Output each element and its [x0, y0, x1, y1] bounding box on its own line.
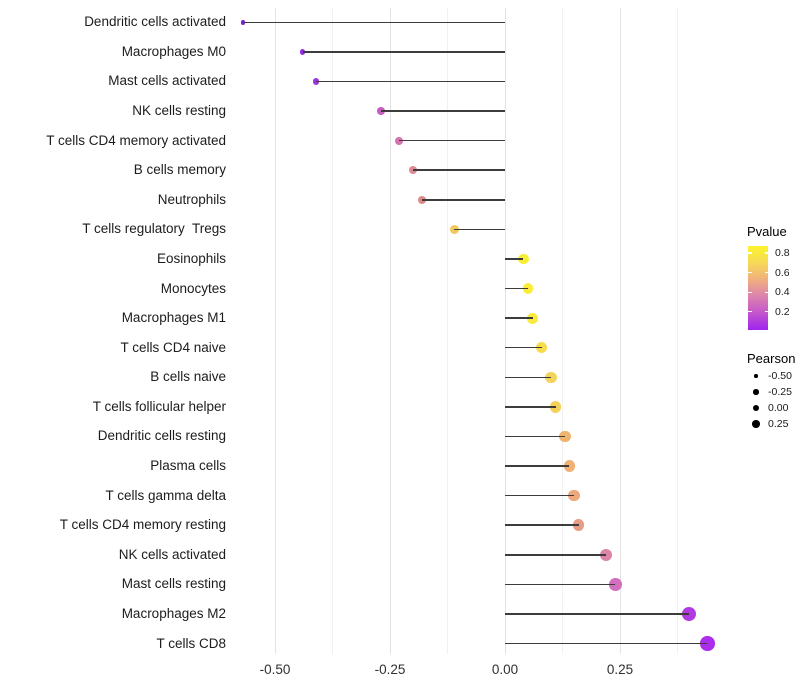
category-label: Macrophages M1 — [121, 310, 226, 326]
category-label: T cells CD8 — [156, 635, 226, 651]
category-label: T cells regulatory Tregs — [82, 221, 226, 237]
gridline-major — [504, 8, 506, 654]
category-label: Eosinophils — [156, 250, 226, 266]
x-tick-label: -0.50 — [259, 662, 291, 677]
colorbar-tick — [764, 272, 768, 274]
lollipop-stem — [505, 287, 528, 290]
x-tick-label: 0.00 — [491, 662, 519, 677]
lollipop-stem — [316, 80, 505, 83]
colorbar-tick — [748, 311, 752, 313]
category-label: Macrophages M0 — [121, 43, 226, 59]
lollipop-stem — [505, 583, 616, 586]
pearson-size-label: 0.00 — [768, 402, 789, 414]
category-label: NK cells resting — [132, 103, 226, 119]
lollipop-stem — [505, 258, 524, 260]
lollipop-dot — [408, 166, 418, 175]
lollipop-dot — [563, 460, 576, 472]
gridline-major — [619, 8, 621, 654]
category-label: Macrophages M2 — [121, 606, 226, 621]
gridline-minor — [677, 8, 678, 654]
x-tick-label: -0.25 — [374, 662, 406, 677]
category-label: Dendritic cells activated — [84, 14, 226, 30]
lollipop-dot — [536, 342, 548, 354]
lollipop-stem — [505, 613, 689, 615]
lollipop-stem — [399, 139, 505, 142]
lollipop-dot — [559, 430, 571, 443]
pvalue-tick-label: 0.2 — [775, 305, 790, 318]
pvalue-tick-label: 0.6 — [775, 266, 790, 279]
lollipop-stem — [454, 228, 505, 231]
category-label: B cells memory — [133, 162, 226, 178]
x-tick-label: 0.25 — [606, 662, 634, 677]
category-label: T cells gamma delta — [105, 487, 226, 503]
lollipop-stem — [242, 21, 505, 24]
lollipop-stem — [505, 317, 533, 319]
colorbar-tick — [764, 252, 768, 254]
lollipop-stem — [302, 51, 505, 53]
gridline-minor — [562, 8, 563, 654]
category-label: T cells CD4 naive — [120, 339, 226, 355]
category-label: NK cells activated — [118, 546, 226, 562]
lollipop-stem — [505, 465, 570, 467]
lollipop-stem — [505, 554, 607, 556]
category-label: Dendritic cells resting — [97, 428, 226, 444]
pearson-legend-title: Pearson — [747, 351, 796, 366]
lollipop-dot — [299, 48, 306, 55]
category-label: T cells follicular helper — [92, 398, 226, 414]
pvalue-legend-title: Pvalue — [747, 224, 787, 239]
pearson-size-label: 0.25 — [768, 418, 789, 430]
category-label: T cells CD4 memory activated — [46, 132, 226, 148]
pearson-size-label: -0.25 — [768, 386, 792, 398]
pearson-size-dot — [752, 404, 760, 412]
lollipop-dot — [700, 636, 715, 651]
colorbar-tick — [748, 252, 752, 254]
pvalue-colorbar — [748, 246, 768, 330]
category-label: Monocytes — [160, 280, 226, 296]
category-label: B cells naive — [150, 369, 226, 385]
lollipop-stem — [505, 376, 551, 379]
pearson-size-dot — [754, 374, 758, 378]
gridline-minor — [447, 8, 448, 654]
gridline-minor — [332, 8, 333, 654]
colorbar-tick — [748, 291, 752, 293]
lollipop-dot — [600, 548, 613, 562]
category-label: Mast cells resting — [121, 576, 226, 592]
colorbar-tick — [764, 311, 768, 313]
lollipop-dot — [609, 578, 622, 591]
pearson-size-dot — [753, 389, 759, 395]
lollipop-stem — [422, 199, 505, 201]
pvalue-tick-label: 0.8 — [775, 247, 790, 259]
lollipop-stem — [505, 435, 565, 438]
lollipop-stem — [505, 346, 542, 349]
pvalue-tick-label: 0.4 — [775, 286, 790, 298]
category-label: T cells CD4 memory resting — [59, 517, 226, 533]
pvalue-legend: Pvalue 0.8 0.6 0.4 0.2 — [745, 224, 800, 344]
category-label: Plasma cells — [150, 458, 226, 474]
pearson-legend: Pearson -0.50 -0.25 0.00 0.25 — [745, 351, 800, 441]
lollipop-stem — [505, 406, 556, 408]
category-label: Mast cells activated — [108, 73, 226, 89]
pearson-size-label: -0.50 — [768, 370, 792, 382]
lollipop-stem — [505, 494, 574, 497]
lollipop-dot — [518, 253, 529, 265]
colorbar-tick — [764, 291, 768, 293]
lollipop-stem — [413, 169, 505, 171]
category-label: Neutrophils — [157, 191, 226, 207]
colorbar-tick — [748, 272, 752, 274]
lollipop-stem — [380, 110, 505, 112]
lollipop-stem — [505, 524, 579, 526]
pearson-size-dot — [752, 420, 760, 428]
gridline-major — [274, 8, 276, 654]
lollipop-stem — [505, 642, 708, 645]
gridline-major — [389, 8, 391, 654]
